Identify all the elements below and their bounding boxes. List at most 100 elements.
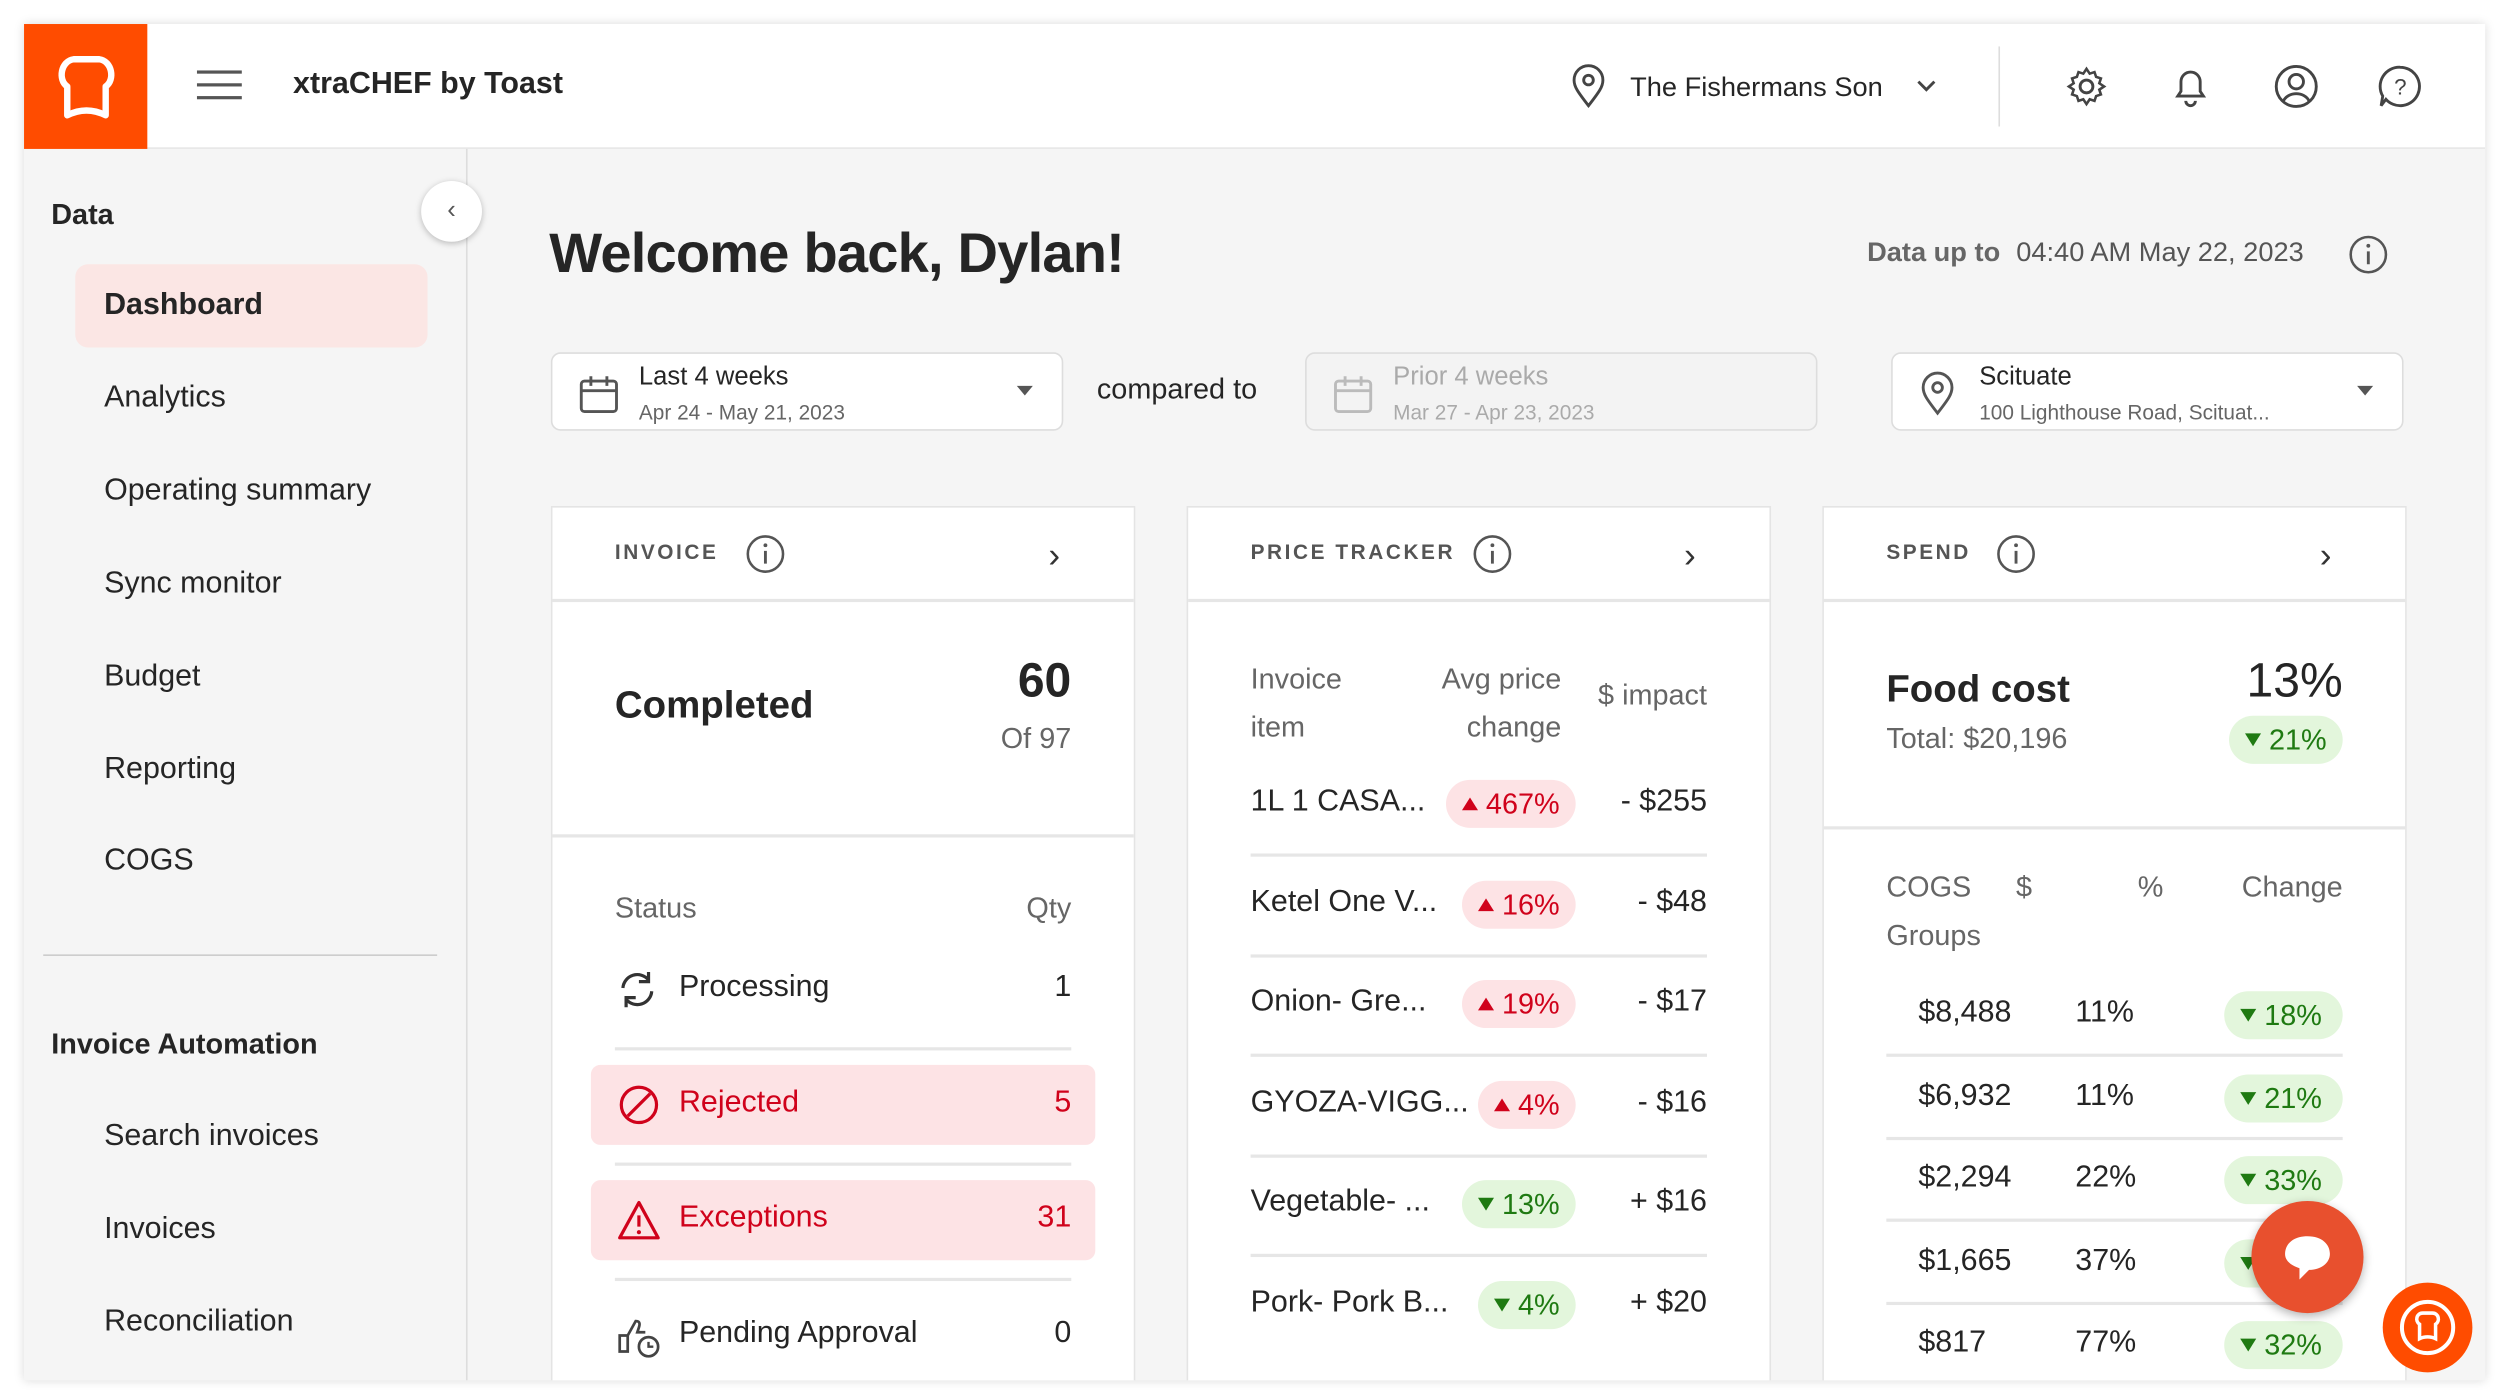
date-range-select[interactable]: Last 4 weeks Apr 24 - May 21, 2023: [550, 352, 1064, 431]
sidebar-divider: [43, 954, 438, 956]
compare-range-dates: Mar 27 - Apr 23, 2023: [1393, 400, 1595, 425]
price-tracker-row[interactable]: 1L 1 CASA... 467% - $255: [1251, 779, 1707, 828]
down-arrow-icon: [2244, 733, 2261, 747]
chevron-right-icon[interactable]: ›: [2319, 534, 2332, 575]
price-change-badge: 4%: [1477, 1280, 1576, 1329]
divider: [1823, 826, 2406, 830]
divider: [1250, 953, 1707, 957]
help-icon[interactable]: ?: [2376, 62, 2424, 110]
app-window: xtraCHEF by Toast The Fishermans Son ? D…: [24, 24, 2486, 1381]
price-tracker-row[interactable]: Vegetable- ... 13% + $16: [1250, 1180, 1707, 1229]
col-dollars: $: [2016, 871, 2033, 904]
sidebar-item-dashboard[interactable]: Dashboard: [75, 264, 428, 348]
completed-count: 60: [1017, 654, 1072, 708]
warning-icon: [617, 1198, 662, 1243]
up-arrow-icon: [1477, 897, 1494, 911]
invoice-item: Ketel One V...: [1250, 884, 1438, 919]
price-tracker-row[interactable]: GYOZA-VIGG... 4% - $16: [1250, 1080, 1707, 1129]
status-row-rejected[interactable]: Rejected 5: [590, 1064, 1096, 1145]
col-avg-price-change: Avg price change: [1441, 662, 1562, 744]
user-account-icon[interactable]: [2272, 62, 2320, 110]
group-dollars: $8,488: [1918, 996, 2012, 1030]
divider: [614, 1047, 1072, 1051]
menu-icon[interactable]: [196, 70, 242, 102]
sidebar-item-cogs[interactable]: COGS: [104, 843, 194, 878]
ban-icon: [617, 1082, 662, 1127]
toast-logo[interactable]: [24, 24, 148, 149]
chat-button[interactable]: [2251, 1200, 2364, 1314]
price-tracker-card-header[interactable]: PRICE TRACKER ›: [1188, 508, 1770, 603]
food-cost-percent: 13%: [2246, 654, 2343, 708]
data-freshness: Data up to 04:40 AM May 22, 2023: [1867, 237, 2304, 269]
info-icon[interactable]: [745, 533, 787, 575]
info-icon[interactable]: [1472, 533, 1514, 575]
sidebar-item-search-invoices[interactable]: Search invoices: [104, 1119, 319, 1153]
date-range-dates: Apr 24 - May 21, 2023: [638, 400, 845, 425]
collapse-sidebar-button[interactable]: ‹: [421, 180, 482, 242]
bell-icon[interactable]: [2168, 64, 2213, 109]
chevron-right-icon[interactable]: ›: [1684, 534, 1696, 575]
sidebar-section-data: Data: [51, 198, 114, 231]
price-tracker-row[interactable]: Pork- Pork B... 4% + $20: [1251, 1280, 1707, 1329]
divider: [1250, 1153, 1707, 1157]
group-dollars: $817: [1918, 1325, 1987, 1360]
toast-assistant-button[interactable]: [2382, 1282, 2473, 1373]
price-tracker-row[interactable]: Ketel One V... 16% - $48: [1250, 879, 1707, 928]
location-filter-select[interactable]: Scituate 100 Lighthouse Road, Scituat...: [1891, 352, 2404, 431]
invoice-card: INVOICE › Completed 60 Of 97 Status Qty P…: [550, 506, 1136, 1381]
food-cost-change-badge: 21%: [2228, 715, 2343, 764]
down-arrow-icon: [2240, 1173, 2257, 1187]
dollar-impact: - $255: [1620, 784, 1707, 819]
location-selector[interactable]: The Fishermans Son: [1569, 64, 1937, 112]
spend-card-header[interactable]: SPEND ›: [1823, 508, 2406, 603]
group-percent: 11%: [2075, 1078, 2134, 1113]
info-icon[interactable]: [1995, 533, 2037, 575]
status-row-exceptions[interactable]: Exceptions 31: [590, 1180, 1096, 1261]
invoice-item: Onion- Gre...: [1250, 984, 1427, 1019]
chevron-left-icon: ‹: [447, 196, 456, 225]
caret-down-icon: [2357, 385, 2374, 396]
cogs-group-row[interactable]: $6,932 11% 21%: [1886, 1073, 2343, 1122]
cogs-group-row[interactable]: $8,488 11% 18%: [1886, 991, 2343, 1040]
sidebar-item-reconciliation[interactable]: Reconciliation: [104, 1305, 294, 1339]
card-title: INVOICE: [614, 539, 719, 564]
status-label: Exceptions: [678, 1200, 828, 1235]
divider: [1250, 853, 1707, 857]
sidebar-item-budget[interactable]: Budget: [104, 659, 201, 694]
sidebar-item-invoices[interactable]: Invoices: [104, 1212, 216, 1246]
status-label: Processing: [678, 970, 830, 1005]
invoice-card-header[interactable]: INVOICE ›: [552, 508, 1134, 603]
app-title: xtraCHEF by Toast: [293, 67, 563, 101]
down-arrow-icon: [2240, 1091, 2257, 1105]
sidebar-item-sync-monitor[interactable]: Sync monitor: [104, 566, 282, 601]
status-row-pending-approval[interactable]: Pending Approval 0: [615, 1316, 1072, 1358]
group-percent: 77%: [2075, 1325, 2137, 1360]
completed-label: Completed: [614, 683, 814, 727]
down-arrow-icon: [2240, 1008, 2257, 1022]
down-arrow-icon: [2240, 1338, 2257, 1352]
toast-logo-icon: [57, 56, 114, 119]
dollar-impact: + $16: [1629, 1184, 1707, 1219]
price-tracker-row[interactable]: Onion- Gre... 19% - $17: [1250, 979, 1707, 1029]
location-filter-label: Scituate: [1979, 363, 2072, 391]
sidebar-item-operating-summary[interactable]: Operating summary: [104, 473, 372, 508]
refresh-icon: [615, 967, 660, 1012]
gear-icon[interactable]: [2064, 64, 2109, 109]
status-qty: 1: [1054, 970, 1072, 1005]
status-col: Status: [614, 891, 697, 924]
status-row-processing[interactable]: Processing 1: [615, 970, 1072, 1008]
invoice-item: Vegetable- ...: [1250, 1184, 1430, 1219]
cogs-group-row[interactable]: $2,294 22% 33%: [1886, 1156, 2343, 1205]
sidebar-item-analytics[interactable]: Analytics: [104, 381, 226, 415]
calendar-icon: [1332, 373, 1374, 415]
chevron-right-icon[interactable]: ›: [1048, 534, 1061, 575]
header-divider: [1998, 46, 2001, 127]
cogs-group-row[interactable]: $817 77% 32%: [1886, 1321, 2343, 1370]
invoice-item: GYOZA-VIGG...: [1250, 1084, 1469, 1119]
sidebar-item-reporting[interactable]: Reporting: [104, 752, 237, 787]
caret-down-icon: [1016, 385, 1033, 396]
price-change-badge: 467%: [1445, 779, 1576, 828]
status-qty: 31: [1037, 1200, 1072, 1235]
status-qty: 0: [1054, 1316, 1072, 1350]
info-icon[interactable]: [2348, 234, 2390, 276]
